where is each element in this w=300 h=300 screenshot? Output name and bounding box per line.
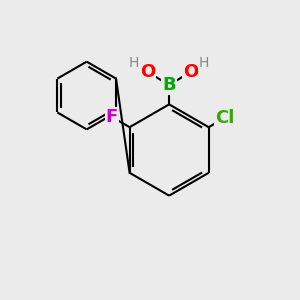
Text: H: H — [129, 56, 140, 70]
Text: O: O — [183, 63, 198, 81]
Text: F: F — [106, 108, 118, 126]
Text: Cl: Cl — [215, 109, 234, 127]
Text: O: O — [140, 63, 155, 81]
Text: H: H — [199, 56, 209, 70]
Text: B: B — [162, 76, 176, 94]
